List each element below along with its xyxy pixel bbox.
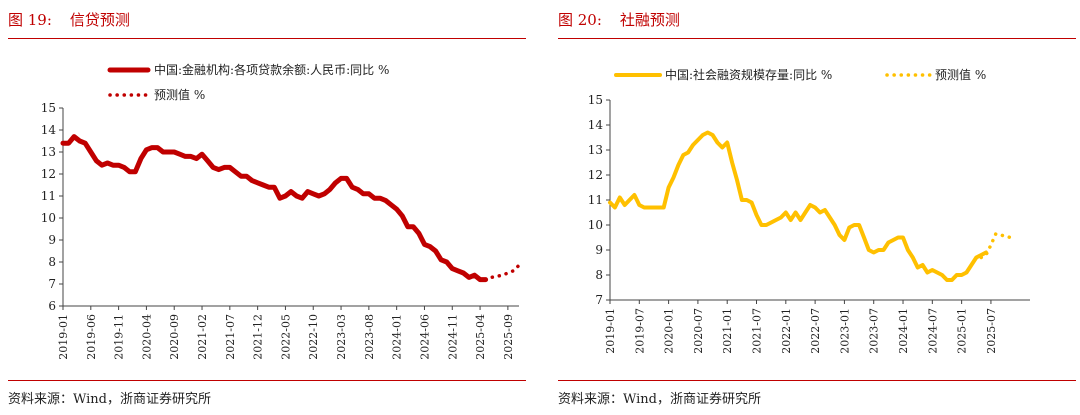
y-tick-label: 9 bbox=[48, 233, 56, 247]
y-tick-label: 14 bbox=[588, 118, 604, 132]
y-tick-label: 7 bbox=[48, 277, 56, 291]
x-tick-label: 2023-07 bbox=[868, 308, 881, 354]
y-tick-label: 8 bbox=[595, 268, 603, 282]
x-tick-label: 2019-11 bbox=[113, 314, 126, 360]
x-tick-label: 2020-09 bbox=[168, 314, 181, 360]
y-tick-label: 15 bbox=[588, 93, 603, 107]
chart-panel-credit: 图 19: 信贷预测 6 7 8 9 10 11 12 13 14 15 2019-01 2019-06… bbox=[0, 0, 530, 415]
x-tick-label: 2021-01 bbox=[721, 308, 734, 354]
y-tick-label: 8 bbox=[48, 255, 56, 269]
x-tick-label: 2025-01 bbox=[956, 308, 969, 354]
x-tick-label: 2021-07 bbox=[751, 308, 764, 354]
legend-label-actual: 中国:金融机构:各项贷款余额:人民币:同比 % bbox=[154, 62, 389, 77]
x-tick-label: 2021-07 bbox=[224, 314, 237, 360]
x-tick-label: 2022-05 bbox=[279, 314, 292, 360]
source-note: 资料来源：Wind，浙商证券研究所 bbox=[558, 392, 761, 407]
x-tick-label: 2020-01 bbox=[663, 308, 676, 354]
figure-title: 图 19: 信贷预测 bbox=[8, 9, 130, 30]
y-tick-label: 11 bbox=[588, 193, 603, 207]
y-tick-label: 13 bbox=[588, 143, 603, 157]
x-tick-label: 2022-01 bbox=[780, 308, 793, 354]
x-tick-label: 2023-01 bbox=[838, 308, 851, 354]
forecast-series-line bbox=[979, 232, 1018, 260]
x-tick-label: 2022-07 bbox=[809, 308, 822, 354]
source-rule bbox=[558, 380, 1076, 381]
figure-title: 图 20: 社融预测 bbox=[558, 9, 680, 30]
y-tick-label: 6 bbox=[48, 299, 56, 313]
x-tick-label: 2023-03 bbox=[335, 314, 348, 360]
x-tick-label: 2025-07 bbox=[985, 308, 998, 354]
y-tick-label: 11 bbox=[41, 189, 56, 203]
x-tick-label: 2024-01 bbox=[897, 308, 910, 354]
y-tick-label: 12 bbox=[41, 167, 56, 181]
x-tick-label: 2024-01 bbox=[391, 314, 404, 360]
y-tick-label: 15 bbox=[41, 101, 56, 115]
legend-label-actual: 中国:社会融资规模存量:同比 % bbox=[665, 67, 832, 82]
y-tick-label: 14 bbox=[41, 123, 57, 137]
y-tick-label: 10 bbox=[588, 218, 603, 232]
y-tick-label: 12 bbox=[588, 168, 603, 182]
legend-label-forecast: 预测值 % bbox=[935, 67, 986, 82]
line-chart-social-financing: 7 8 9 10 11 12 13 14 15 2019-01 2019-07 2020-01 2020… bbox=[588, 67, 1030, 354]
x-tick-label: 2021-12 bbox=[252, 314, 265, 360]
x-tick-label: 2019-01 bbox=[604, 308, 617, 354]
y-tick-label: 10 bbox=[41, 211, 56, 225]
x-tick-label: 2024-11 bbox=[446, 314, 459, 360]
x-tick-label: 2024-07 bbox=[926, 308, 939, 354]
line-chart-credit: 6 7 8 9 10 11 12 13 14 15 2019-01 2019-06 2019-11 202… bbox=[41, 62, 521, 360]
legend-label-forecast: 预测值 % bbox=[154, 87, 205, 102]
y-tick-label: 13 bbox=[41, 145, 56, 159]
source-note: 资料来源：Wind，浙商证券研究所 bbox=[8, 392, 211, 407]
x-tick-label: 2023-08 bbox=[363, 314, 376, 360]
x-tick-label: 2024-06 bbox=[418, 314, 431, 360]
x-tick-label: 2019-06 bbox=[85, 314, 98, 360]
x-tick-label: 2021-02 bbox=[196, 314, 209, 360]
actual-series-line bbox=[60, 134, 489, 283]
x-tick-label: 2022-10 bbox=[307, 314, 320, 360]
figure-number: 图 19: bbox=[8, 11, 52, 29]
figure-title-text: 信贷预测 bbox=[69, 11, 130, 29]
x-tick-label: 2025-09 bbox=[502, 314, 515, 360]
x-tick-label: 2019-01 bbox=[57, 314, 70, 360]
x-tick-label: 2025-04 bbox=[474, 314, 487, 360]
figure-number: 图 20: bbox=[558, 11, 602, 29]
chart-panel-social-financing: 图 20: 社融预测 7 8 9 10 11 12 13 14 15 2019-01 2019-07 2… bbox=[550, 0, 1080, 415]
title-rule bbox=[558, 38, 1076, 39]
forecast-series-line bbox=[483, 263, 521, 282]
actual-series-line bbox=[608, 130, 988, 282]
title-rule bbox=[8, 38, 526, 39]
x-tick-label: 2019-07 bbox=[633, 308, 646, 354]
figure-title-text: 社融预测 bbox=[619, 11, 680, 29]
source-rule bbox=[8, 380, 526, 381]
y-tick-label: 9 bbox=[595, 243, 603, 257]
x-tick-label: 2020-04 bbox=[140, 314, 153, 360]
y-tick-label: 7 bbox=[595, 293, 603, 307]
x-tick-label: 2020-07 bbox=[692, 308, 705, 354]
